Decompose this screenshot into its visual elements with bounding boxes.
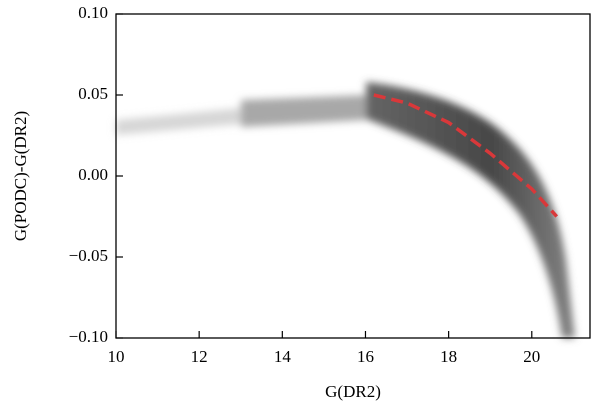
y-tick-label: −0.05 — [69, 246, 108, 265]
y-tick-label: −0.10 — [69, 327, 108, 346]
x-tick-label: 16 — [357, 347, 374, 366]
y-tick-label: 0.10 — [78, 3, 108, 22]
y-axis-label: G(PODC)-G(DR2) — [11, 111, 30, 241]
x-axis-label: G(DR2) — [325, 382, 381, 401]
y-tick-label: 0.00 — [78, 165, 108, 184]
x-tick-label: 14 — [274, 347, 292, 366]
y-tick-label: 0.05 — [78, 84, 108, 103]
x-tick-label: 10 — [108, 347, 125, 366]
data-line — [373, 93, 559, 218]
density — [116, 82, 575, 338]
x-tick-label: 18 — [440, 347, 457, 366]
x-tick-label: 12 — [191, 347, 208, 366]
x-tick-label: 20 — [523, 347, 540, 366]
